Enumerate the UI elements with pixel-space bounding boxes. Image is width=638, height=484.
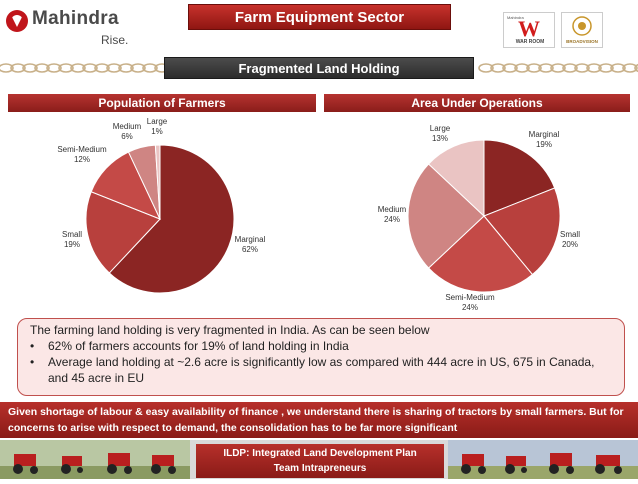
pie-label: Medium 24% — [362, 205, 422, 225]
pie-label-value: 1% — [151, 127, 163, 136]
pie-label: Semi-Medium 24% — [440, 293, 500, 313]
footer-line-1: ILDP: Integrated Land Development Plan — [223, 448, 417, 459]
pie-label-category: Large — [429, 124, 451, 133]
pie-slice-medium — [407, 163, 485, 269]
pie-label-value: 19% — [63, 240, 80, 249]
pie-slice-small — [483, 187, 561, 276]
pie-label-category: Semi-Medium — [445, 293, 495, 302]
pie-label-category: Small — [559, 230, 580, 239]
pie-label: Large 13% — [410, 124, 470, 144]
area-pie-chart — [407, 139, 561, 293]
pie-slice-marginal — [483, 139, 556, 217]
pie-label: Semi-Medium 12% — [52, 145, 112, 165]
rope-divider — [0, 63, 638, 73]
note-intro: The farming land holding is very fragmen… — [30, 323, 430, 337]
pie-label: Medium 6% — [97, 122, 157, 142]
pie-label-value: 19% — [535, 140, 552, 149]
pie-slice-semi-medium — [427, 215, 534, 293]
pie-label: Marginal 62% — [220, 235, 280, 255]
pie-label-category: Medium — [377, 205, 407, 214]
brand-tagline: Rise. — [101, 33, 129, 47]
pie-label-value: 13% — [431, 134, 448, 143]
bullet-item: • Average land holding at ~2.6 acre is s… — [30, 354, 612, 386]
pie-label-category: Marginal — [528, 130, 560, 139]
key-points-box: The farming land holding is very fragmen… — [17, 318, 625, 396]
bullet-item: • 62% of farmers accounts for 19% of lan… — [30, 339, 349, 353]
pie-label: Small 20% — [540, 230, 600, 250]
broadvision-emblem-icon — [572, 16, 592, 36]
pie-label-value: 20% — [561, 240, 578, 249]
pie-slice-marginal — [108, 144, 235, 294]
broadvision-label: BROADVISION — [566, 39, 598, 44]
bullet-text: 62% of farmers accounts for 19% of land … — [48, 339, 349, 353]
war-room-label: WAR ROOM — [515, 39, 545, 45]
pie-label-value: 24% — [461, 303, 478, 312]
pie-label: Marginal 19% — [514, 130, 574, 150]
left-chart-title: Population of Farmers — [8, 94, 316, 112]
pie-slice-large — [154, 144, 161, 220]
pie-label-category: Marginal — [234, 235, 266, 244]
right-chart-title: Area Under Operations — [324, 94, 630, 112]
tractor-images — [0, 440, 638, 479]
pie-slice-large — [427, 139, 485, 218]
broadvision-logo: BROADVISION — [561, 12, 603, 48]
footer-line-2: Team Intrapreneurs — [273, 463, 367, 474]
pie-label-category: Small — [61, 230, 82, 239]
pie-label: Large 1% — [127, 117, 187, 137]
mahindra-emblem-icon — [6, 10, 28, 32]
war-room-logo: Mahindra W WAR ROOM — [503, 12, 555, 48]
pie-label-value: 62% — [241, 245, 258, 254]
pie-label-value: 6% — [121, 132, 133, 141]
bullet-text: Average land holding at ~2.6 acre is sig… — [48, 355, 595, 385]
pie-label: Small 19% — [42, 230, 102, 250]
pie-label-category: Large — [146, 117, 168, 126]
farmers-pie-chart — [85, 144, 235, 294]
pie-label-category: Medium — [112, 122, 142, 131]
pie-label-value: 12% — [73, 155, 90, 164]
slide-title: Fragmented Land Holding — [164, 57, 474, 79]
mahindra-logo: Mahindra Rise. — [6, 8, 156, 50]
war-room-small-text: Mahindra — [507, 15, 524, 20]
sector-title: Farm Equipment Sector — [188, 4, 451, 30]
pie-label-category: Semi-Medium — [57, 145, 107, 154]
war-room-w: W — [518, 16, 540, 41]
conclusion-banner: Given shortage of labour & easy availabi… — [0, 402, 638, 438]
footer-title: ILDP: Integrated Land Development Plan T… — [196, 444, 444, 478]
brand-name: Mahindra — [32, 8, 119, 29]
pie-label-value: 24% — [383, 215, 400, 224]
